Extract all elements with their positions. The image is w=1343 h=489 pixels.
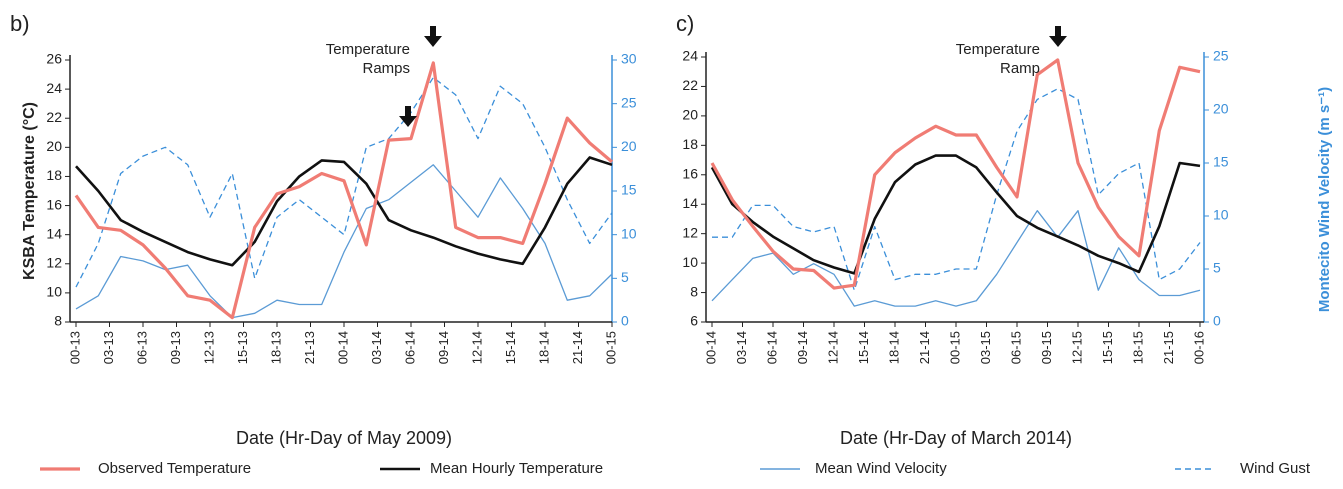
- y-tick-label: 16: [682, 165, 698, 181]
- y2-tick-label: 20: [1213, 101, 1229, 117]
- x-tick-label: 00-16: [1191, 331, 1206, 364]
- x-tick-label: 18-13: [268, 331, 283, 364]
- y-tick-label: 24: [682, 48, 698, 64]
- y-tick-label: 8: [690, 283, 698, 299]
- x-tick-label: 03-15: [978, 331, 993, 364]
- series-line: [75, 76, 613, 288]
- x-tick-label: 18-14: [886, 331, 901, 364]
- series-line: [74, 61, 614, 320]
- arrow: [1049, 26, 1067, 47]
- x-tick-label: 18-14: [536, 331, 551, 364]
- y-tick-label: 14: [682, 195, 698, 211]
- legend-label: Mean Hourly Temperature: [430, 460, 603, 477]
- x-tick-label: 00-13: [67, 331, 82, 364]
- x-tick-label: 00-14: [335, 331, 350, 364]
- legend-label: Wind Gust: [1240, 460, 1311, 477]
- y-tick-label: 12: [682, 224, 698, 240]
- legend-label: Mean Wind Velocity: [815, 460, 947, 477]
- series-line: [75, 156, 613, 267]
- y2-tick-label: 25: [621, 94, 637, 110]
- y-tick-label: 20: [46, 138, 62, 154]
- arrow: [424, 26, 442, 47]
- x-tick-label: 09-15: [1039, 331, 1054, 364]
- y2-tick-label: 10: [621, 225, 637, 241]
- x-tick-label: 03-14: [734, 331, 749, 364]
- x-tick-label: 15-13: [235, 331, 250, 364]
- x-axis-label: Date (Hr-Day of May 2009): [236, 428, 452, 448]
- x-tick-label: 18-15: [1130, 331, 1145, 364]
- y2-tick-label: 15: [1213, 154, 1229, 170]
- annotation-box: Temperature Ramp: [955, 41, 1040, 77]
- x-axis-label: Date (Hr-Day of March 2014): [840, 428, 1072, 448]
- x-tick-label: 06-13: [134, 331, 149, 364]
- x-tick-label: 00-15: [947, 331, 962, 364]
- y-tick-label: 22: [46, 109, 62, 125]
- y2-tick-label: 20: [621, 138, 637, 154]
- y-tick-label: 8: [54, 313, 62, 329]
- arrow: [399, 106, 417, 127]
- x-tick-label: 00-15: [603, 331, 618, 364]
- y-tick-label: 20: [682, 107, 698, 123]
- x-tick-label: 09-13: [168, 331, 183, 364]
- x-tick-label: 21-14: [917, 331, 932, 364]
- series-line: [711, 210, 1201, 307]
- x-tick-label: 03-13: [101, 331, 116, 364]
- panel-label: b): [10, 11, 30, 36]
- y2-tick-label: 5: [621, 269, 629, 285]
- x-tick-label: 21-13: [302, 331, 317, 364]
- x-tick-label: 12-14: [825, 331, 840, 364]
- y2-tick-label: 10: [1213, 207, 1229, 223]
- y-tick-label: 18: [46, 167, 62, 183]
- y2-axis-label: Montecito Wind Velocity (m s⁻¹): [1316, 87, 1333, 312]
- x-tick-label: 12-14: [469, 331, 484, 364]
- y2-tick-label: 0: [1213, 313, 1221, 329]
- annotation-box: Temperature Ramps: [325, 41, 410, 77]
- annotation: Temperature Ramps: [325, 41, 410, 77]
- x-tick-label: 12-15: [1069, 331, 1084, 364]
- y2-tick-label: 25: [1213, 48, 1229, 64]
- y-tick-label: 10: [682, 254, 698, 270]
- x-tick-label: 09-14: [436, 331, 451, 364]
- y-tick-label: 6: [690, 313, 698, 329]
- x-tick-label: 06-14: [402, 331, 417, 364]
- y-tick-label: 18: [682, 136, 698, 152]
- x-tick-label: 09-14: [795, 331, 810, 364]
- x-tick-label: 21-14: [570, 331, 585, 364]
- x-tick-label: 03-14: [369, 331, 384, 364]
- series-line: [710, 58, 1201, 290]
- x-tick-label: 15-15: [1100, 331, 1115, 364]
- y2-tick-label: 15: [621, 182, 637, 198]
- x-tick-label: 00-14: [703, 331, 718, 364]
- series-line: [75, 164, 613, 319]
- y2-tick-label: 30: [621, 51, 637, 67]
- y-tick-label: 22: [682, 77, 698, 93]
- x-tick-label: 06-14: [764, 331, 779, 364]
- y2-tick-label: 0: [621, 313, 629, 329]
- x-tick-label: 15-14: [503, 331, 518, 364]
- x-tick-label: 15-14: [856, 331, 871, 364]
- y2-tick-label: 5: [1213, 260, 1221, 276]
- y-tick-label: 26: [46, 51, 62, 67]
- x-tick-label: 12-13: [201, 331, 216, 364]
- y-tick-label: 12: [46, 254, 62, 270]
- series-line: [710, 154, 1201, 275]
- y-axis-label: KSBA Temperature (°C): [21, 102, 38, 280]
- x-tick-label: 21-15: [1161, 331, 1176, 364]
- x-tick-label: 06-15: [1008, 331, 1023, 364]
- y-tick-label: 10: [46, 284, 62, 300]
- annotation: Temperature Ramp: [955, 41, 1040, 77]
- legend-label: Observed Temperature: [98, 460, 251, 477]
- y-tick-label: 16: [46, 196, 62, 212]
- series-line: [712, 88, 1201, 291]
- y-tick-label: 14: [46, 225, 62, 241]
- panel-label: c): [676, 11, 694, 36]
- y-tick-label: 24: [46, 80, 62, 96]
